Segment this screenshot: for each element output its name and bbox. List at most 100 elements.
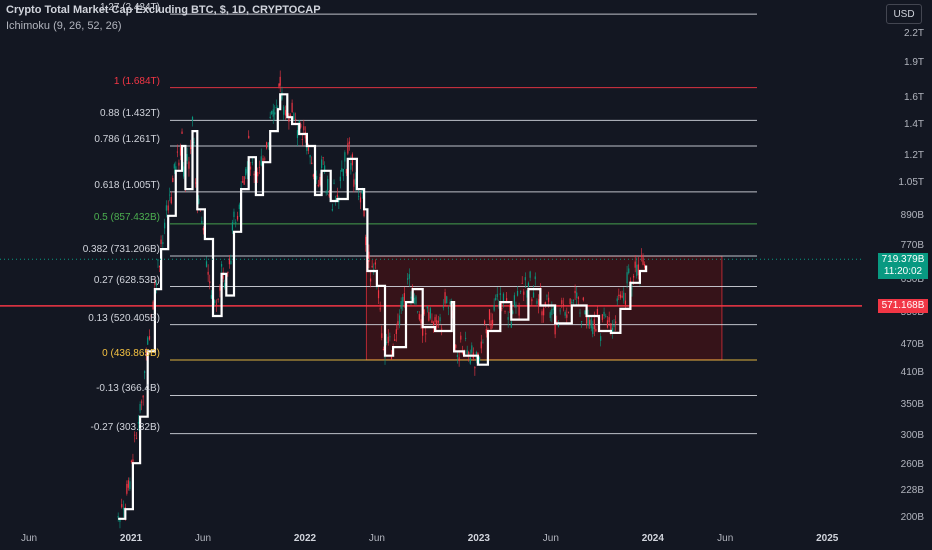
candle-body bbox=[640, 255, 643, 257]
candle-body bbox=[398, 315, 401, 325]
candle-body bbox=[341, 168, 343, 172]
candle-body bbox=[283, 106, 285, 115]
price-point-1 bbox=[125, 502, 127, 504]
candle-body bbox=[484, 320, 486, 325]
candle-body bbox=[468, 351, 470, 355]
candle-body bbox=[524, 277, 526, 281]
candle-body bbox=[505, 298, 508, 302]
candle-body bbox=[137, 422, 139, 424]
candle-body bbox=[162, 242, 164, 245]
candle-body bbox=[507, 317, 509, 320]
candle-body bbox=[624, 300, 627, 305]
candle-body bbox=[303, 126, 305, 131]
candle-body bbox=[354, 178, 356, 185]
range-box bbox=[365, 255, 723, 361]
candle-body bbox=[374, 262, 376, 265]
candle-body bbox=[407, 278, 409, 280]
candle-body bbox=[394, 339, 396, 341]
candle-body bbox=[267, 142, 269, 145]
candle-body bbox=[164, 222, 166, 229]
candle-body bbox=[132, 459, 134, 464]
candle-body bbox=[531, 299, 533, 302]
candle-body bbox=[502, 293, 505, 302]
candle-body bbox=[429, 308, 432, 319]
candle-body bbox=[623, 292, 625, 301]
candle-body bbox=[368, 251, 370, 262]
candle-body bbox=[536, 300, 538, 304]
candle-body bbox=[471, 345, 473, 353]
candle-body bbox=[322, 157, 324, 159]
candle-body bbox=[389, 336, 391, 338]
candle-body bbox=[381, 333, 383, 338]
candle-body bbox=[403, 293, 405, 302]
candle-body bbox=[579, 312, 581, 314]
time-tick-6: Jun bbox=[542, 533, 559, 544]
candle-body bbox=[224, 283, 226, 288]
candle-body bbox=[642, 257, 644, 265]
price-tick-3: 1.4T bbox=[903, 118, 924, 130]
price-tick-6: 890B bbox=[900, 210, 924, 222]
candle-body bbox=[415, 296, 417, 304]
last-price-badge: 719.379B 11:20:02 bbox=[878, 253, 928, 280]
candle-body bbox=[377, 290, 380, 299]
candle-body bbox=[446, 296, 448, 304]
candle-body bbox=[281, 92, 283, 100]
candle-body bbox=[324, 165, 326, 173]
candle-body bbox=[643, 264, 646, 268]
fib-label-7: 0.27 (628.53B) bbox=[93, 274, 160, 286]
price-tick-12: 350B bbox=[900, 398, 924, 410]
candle-body bbox=[228, 258, 230, 265]
candle-body bbox=[173, 164, 175, 169]
candle-body bbox=[379, 308, 381, 310]
candle-body bbox=[551, 308, 553, 316]
candle-body bbox=[574, 290, 576, 294]
ichimoku-baseline bbox=[118, 93, 648, 520]
candle-body bbox=[515, 304, 517, 308]
candle-body bbox=[198, 198, 200, 204]
candle-body bbox=[279, 76, 281, 86]
candle-body bbox=[592, 326, 594, 335]
candle-body bbox=[172, 178, 174, 183]
candle-body bbox=[205, 261, 208, 267]
candle-body bbox=[626, 272, 628, 284]
candle-body bbox=[158, 265, 161, 268]
candle-body bbox=[141, 401, 143, 403]
currency-button[interactable]: USD bbox=[886, 4, 922, 24]
candle-body bbox=[183, 166, 185, 177]
candle-body bbox=[431, 320, 433, 323]
candle-body bbox=[363, 209, 365, 217]
price-point-17 bbox=[233, 225, 235, 227]
candle-body bbox=[449, 301, 451, 305]
candle-body bbox=[480, 341, 482, 349]
candle-body bbox=[567, 311, 570, 313]
candle-body bbox=[613, 325, 615, 328]
candle-body bbox=[191, 116, 194, 121]
candle-body bbox=[121, 504, 123, 508]
candle-body bbox=[418, 314, 420, 320]
candle-body bbox=[248, 135, 250, 139]
candle-body bbox=[277, 107, 279, 109]
candle-body bbox=[615, 321, 617, 324]
candle-body bbox=[477, 352, 479, 357]
last-price-value: 719.379B bbox=[881, 254, 925, 266]
candle-body bbox=[417, 311, 419, 313]
candle-body bbox=[426, 305, 428, 309]
candle-body bbox=[538, 299, 540, 306]
candle-body bbox=[382, 349, 384, 351]
candle-body bbox=[291, 102, 293, 113]
candle-body bbox=[251, 162, 253, 164]
candle-body bbox=[510, 321, 512, 328]
candle-body bbox=[413, 297, 415, 304]
candle-body bbox=[348, 141, 350, 144]
candle-body bbox=[518, 305, 520, 316]
candle-body bbox=[230, 260, 232, 265]
candle-body bbox=[576, 292, 578, 298]
indicator-legend[interactable]: Ichimoku (9, 26, 52, 26) bbox=[6, 20, 122, 32]
candle-body bbox=[442, 306, 444, 308]
candle-body bbox=[611, 327, 614, 332]
candle-body bbox=[202, 228, 204, 231]
candle-body bbox=[541, 311, 543, 316]
price-point-9 bbox=[181, 139, 183, 141]
candle-body bbox=[606, 320, 609, 328]
